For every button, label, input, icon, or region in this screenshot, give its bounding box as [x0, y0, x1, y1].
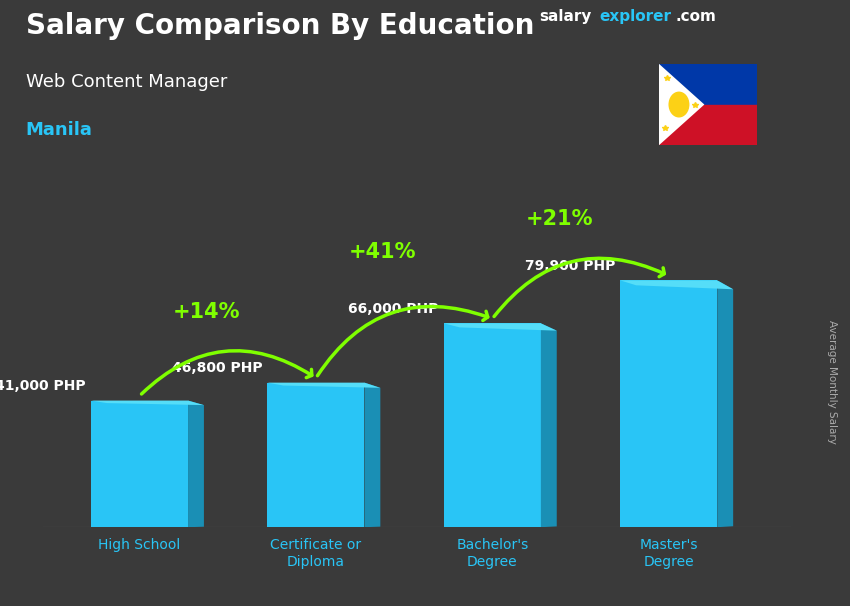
Polygon shape — [444, 324, 557, 331]
Polygon shape — [444, 324, 541, 527]
Bar — [659, 64, 756, 104]
Text: Salary Comparison By Education: Salary Comparison By Education — [26, 12, 534, 40]
Bar — [659, 104, 756, 145]
Polygon shape — [268, 382, 365, 527]
Polygon shape — [620, 281, 734, 289]
Text: 79,900 PHP: 79,900 PHP — [524, 259, 615, 273]
Text: 66,000 PHP: 66,000 PHP — [348, 302, 439, 316]
Circle shape — [669, 92, 689, 117]
Polygon shape — [659, 64, 705, 145]
Text: +14%: +14% — [173, 302, 241, 322]
Polygon shape — [717, 281, 734, 527]
Text: .com: .com — [676, 9, 717, 24]
Polygon shape — [620, 281, 717, 527]
Text: Manila: Manila — [26, 121, 93, 139]
Text: +21%: +21% — [525, 208, 593, 228]
Text: 46,800 PHP: 46,800 PHP — [172, 361, 262, 375]
Text: Average Monthly Salary: Average Monthly Salary — [827, 320, 837, 444]
Polygon shape — [188, 401, 204, 527]
Polygon shape — [541, 324, 557, 527]
Text: explorer: explorer — [599, 9, 672, 24]
Text: salary: salary — [540, 9, 592, 24]
Text: Web Content Manager: Web Content Manager — [26, 73, 227, 91]
Polygon shape — [91, 401, 204, 405]
Polygon shape — [365, 382, 380, 527]
Text: +41%: +41% — [349, 242, 416, 262]
Text: 41,000 PHP: 41,000 PHP — [0, 379, 86, 393]
Polygon shape — [91, 401, 188, 527]
Polygon shape — [268, 382, 380, 388]
